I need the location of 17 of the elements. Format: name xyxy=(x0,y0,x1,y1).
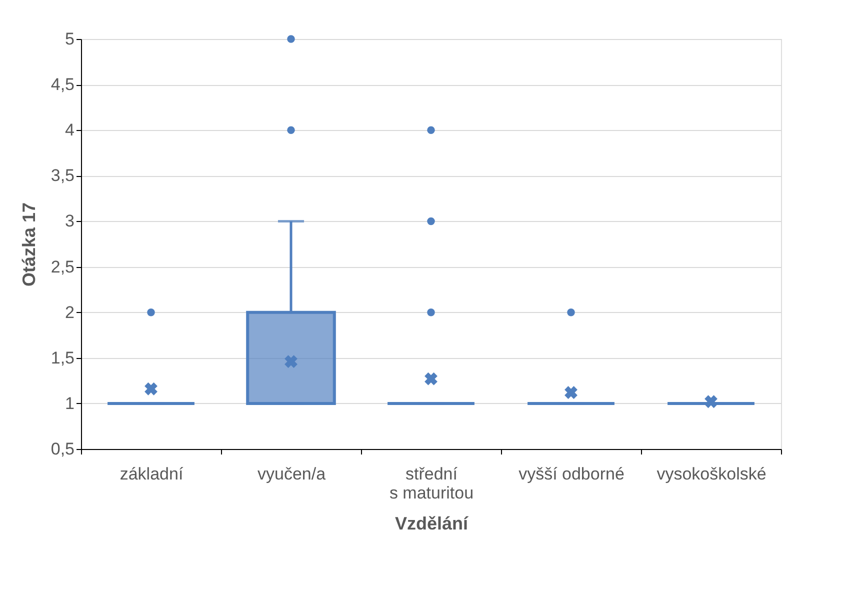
y-tick-label: 0,5 xyxy=(50,440,74,458)
y-tick-label: 4,5 xyxy=(50,75,74,94)
x-tick-label: střední s maturitou xyxy=(389,464,474,502)
x-axis-title: Vzdělání xyxy=(394,514,470,534)
y-tick-label: 5 xyxy=(65,30,74,48)
y-axis-title: Otázka 17 xyxy=(18,202,39,287)
x-tick-label: základní xyxy=(120,464,184,484)
y-tick-label: 3 xyxy=(65,212,74,231)
x-tick-label: vyšší odborné xyxy=(518,464,624,484)
y-tick-label: 2 xyxy=(65,302,74,322)
x-tick-label: vysokoškolské xyxy=(656,464,766,484)
y-tick-label: 1 xyxy=(65,394,74,413)
y-tick-label: 1,5 xyxy=(50,348,74,368)
x-tick-label: vyučen/a xyxy=(257,464,326,484)
y-tick-label: 4 xyxy=(65,120,74,140)
y-tick-label: 2,5 xyxy=(50,257,74,276)
y-tick-label: 3,5 xyxy=(50,166,74,186)
